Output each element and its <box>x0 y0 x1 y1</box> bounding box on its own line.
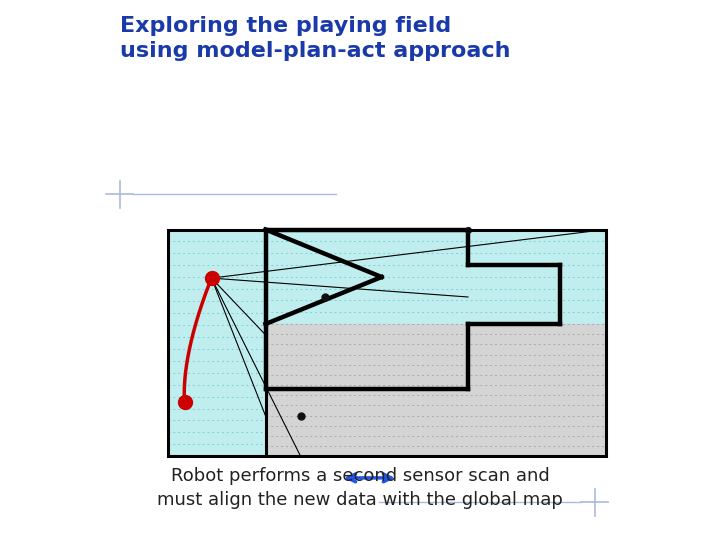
Text: Robot performs a second sensor scan and
must align the new data with the global : Robot performs a second sensor scan and … <box>157 467 563 509</box>
Bar <box>266 230 606 324</box>
Bar <box>168 230 266 456</box>
Bar <box>266 324 606 456</box>
Bar <box>168 230 606 456</box>
Text: Exploring the playing field
using model-plan-act approach: Exploring the playing field using model-… <box>120 16 510 61</box>
